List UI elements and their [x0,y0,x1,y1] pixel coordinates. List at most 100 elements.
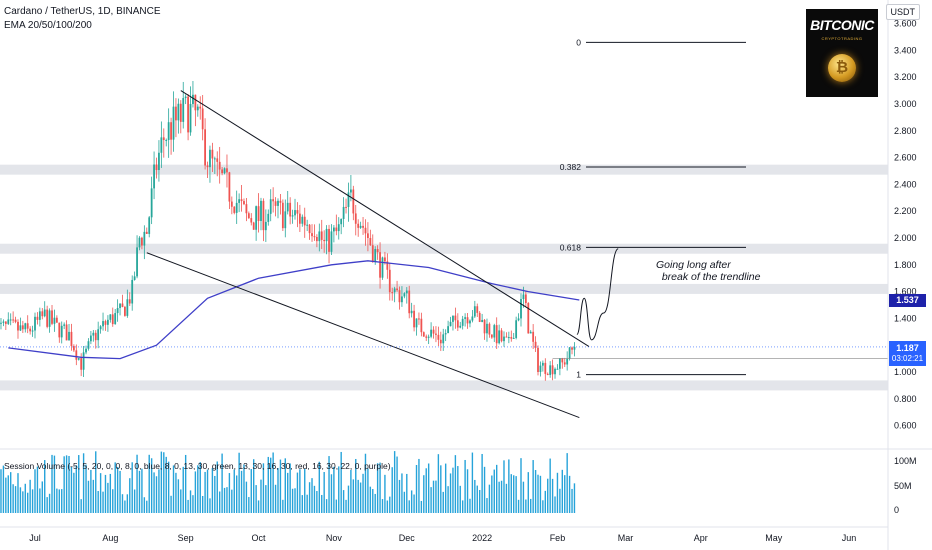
candle-body [291,215,294,217]
candle-body [38,311,41,320]
volume-bar [265,485,267,513]
volume-bar [107,482,109,513]
volume-bar [534,470,537,513]
candle-body [301,216,304,224]
candle-body [194,94,197,111]
volume-bar [141,468,143,513]
candle-body [529,331,532,334]
candle-body [408,290,411,314]
candle-body [556,368,559,370]
candle-body [549,365,552,375]
volume-bar [410,490,413,513]
volume-bar [73,472,75,513]
volume-bar [95,451,97,513]
candle-body [143,231,146,246]
candle-body [153,164,155,189]
candle-body [444,333,447,335]
volume-bar [517,499,520,513]
candle-body [505,336,508,338]
candle-body [189,104,192,133]
x-tick-label: Oct [252,533,267,543]
volume-bar [440,465,442,513]
volume-bar [22,491,24,513]
candle-body [461,318,464,326]
volume-bar [454,455,457,513]
volume-bar [267,456,269,513]
volume-bar [325,499,328,513]
volume-bar [478,490,481,513]
candle-body [60,325,63,338]
y-tick-label: 0.800 [894,394,917,404]
volume-bar [347,485,350,513]
candle-body [315,236,318,242]
trade-note[interactable]: Going long after break of the trendline [656,259,761,283]
candle-body [281,202,284,229]
fibonacci-levels[interactable]: 0 0.382 0.618 1 [560,37,746,380]
candle-body [230,201,233,207]
volume-bar [284,458,286,513]
candle-body [340,218,343,225]
candle-body [537,347,539,372]
candle-body [364,227,367,234]
volume-bar [87,480,90,513]
candle-body [524,294,527,304]
volume-bar [270,457,272,513]
drawing-lines[interactable] [0,90,888,419]
fib-level-label: 0.618 [560,242,582,252]
volume-bar [75,465,78,513]
volume-bar [216,461,218,513]
candle-body [401,296,403,303]
currency-label[interactable]: USDT [885,4,920,20]
candle-body [240,199,243,202]
volume-bar [291,488,294,513]
volume-bar [318,461,321,513]
volume-bar [481,453,483,513]
ema-indicator-label[interactable]: EMA 20/50/100/200 [4,20,92,31]
candle-body [279,200,282,203]
volume-bar [214,475,216,513]
bitcoin-coin-icon: ₿ [828,54,856,82]
volume-bar [304,468,306,513]
volume-bar [80,499,82,513]
volume-bar [41,481,43,513]
volume-bar [525,499,527,513]
volume-bar [99,473,102,513]
y-tick-label: 1.400 [894,313,917,323]
candle-body [145,231,148,234]
volume-bar [126,494,129,513]
volume-bar [262,463,265,513]
candle-body [534,341,537,348]
candle-body [342,206,345,219]
x-tick-label: Apr [694,533,708,543]
candle-body [170,122,172,140]
volume-bar [294,488,296,513]
volume-bar [136,454,138,513]
candle-body [226,168,228,173]
volume-bar [272,452,274,513]
session-volume-label[interactable]: Session Volume (-5, 5, 20, 0, 0, 8, 0, b… [4,461,391,471]
candle-body [131,279,134,304]
volume-bar [444,463,447,513]
y-tick-label: 1.600 [894,287,917,297]
volume-bar [63,456,65,513]
volume-bar [296,472,299,513]
candle-body [522,294,525,300]
volume-bar [476,485,478,513]
volume-bar [109,473,112,513]
candle-body [384,257,386,262]
volume-bar [350,469,352,513]
volume-bar [330,474,333,513]
volume-tick-label: 0 [894,505,899,515]
candle-body [102,321,104,327]
volume-bar [238,452,240,513]
candle-body [87,341,90,349]
volume-bar [209,498,211,513]
volume-bar [459,485,461,513]
volume-bar [133,489,136,513]
volume-bar [175,472,177,513]
volume-bar [447,486,449,513]
candle-body [328,228,330,252]
